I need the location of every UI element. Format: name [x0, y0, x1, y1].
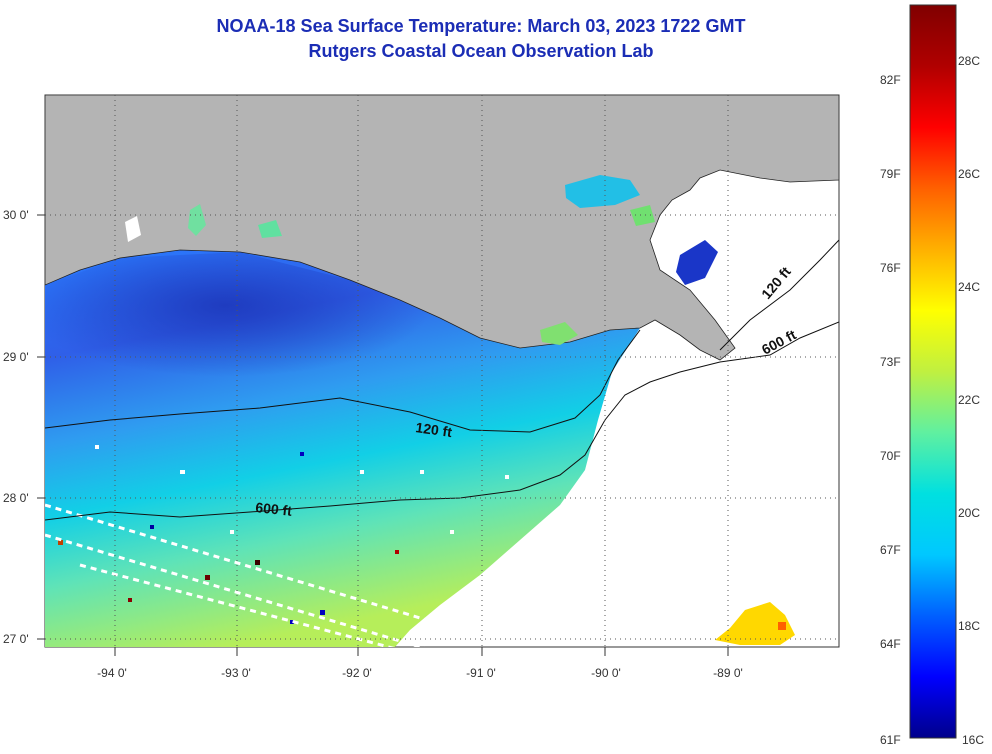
land-mass: [45, 95, 839, 361]
lake-patch: [540, 322, 578, 345]
lon-label: -89 0': [713, 666, 743, 680]
lake-patch: [125, 216, 141, 242]
colorbar-c-label: 16C: [962, 733, 984, 747]
colorbar-c-label: 22C: [958, 393, 980, 407]
lake-patch: [188, 204, 206, 236]
map-title: NOAA-18 Sea Surface Temperature: March 0…: [216, 16, 746, 36]
colorbar-f-label: 73F: [880, 355, 901, 369]
colorbar-f-label: 61F: [880, 733, 901, 747]
lon-label: -94 0': [97, 666, 127, 680]
lake-patch: [676, 240, 718, 285]
lon-label: -93 0': [221, 666, 251, 680]
colorbar-f-label: 82F: [880, 73, 901, 87]
colorbar-f-label: 64F: [880, 637, 901, 651]
colorbar-f-label: 67F: [880, 543, 901, 557]
colorbar-f-label: 70F: [880, 449, 901, 463]
lat-label: 29 0': [3, 350, 29, 364]
lake-patch: [630, 205, 655, 226]
contour-600ft-east: [719, 321, 839, 363]
cloud-streaks: [45, 503, 461, 647]
colorbar-c-label: 28C: [958, 54, 980, 68]
contour-120ft: [45, 329, 641, 433]
colorbar-c-label: 24C: [958, 280, 980, 294]
colorbar-c-label: 18C: [958, 619, 980, 633]
lat-label: 28 0': [3, 491, 29, 505]
map-subtitle: Rutgers Coastal Ocean Observation Lab: [308, 41, 654, 61]
lake-patch: [565, 175, 640, 208]
data-speckles: [58, 445, 509, 624]
colorbar-c-label: 20C: [958, 506, 980, 520]
colorbar-f-label: 79F: [880, 167, 901, 181]
axis-ticks: [37, 214, 729, 656]
contour-120ft-east: [719, 239, 839, 351]
contour-label-120ft: 120 ft: [415, 419, 454, 440]
warm-patch: [715, 602, 795, 645]
colorbar-f-label: 76F: [880, 261, 901, 275]
sst-cool-core: [45, 252, 560, 430]
lon-label: -91 0': [466, 666, 496, 680]
lat-label: 30 0': [3, 208, 29, 222]
lon-label: -92 0': [342, 666, 372, 680]
lake-patch: [258, 220, 282, 238]
colorbar: [909, 4, 957, 739]
colorbar-c-label: 26C: [958, 167, 980, 181]
contour-600ft: [45, 361, 721, 521]
lat-label: 27 0': [3, 632, 29, 646]
lat-lon-grid: [45, 95, 839, 647]
contour-label-600ft: 600 ft: [255, 499, 293, 519]
lon-label: -90 0': [591, 666, 621, 680]
